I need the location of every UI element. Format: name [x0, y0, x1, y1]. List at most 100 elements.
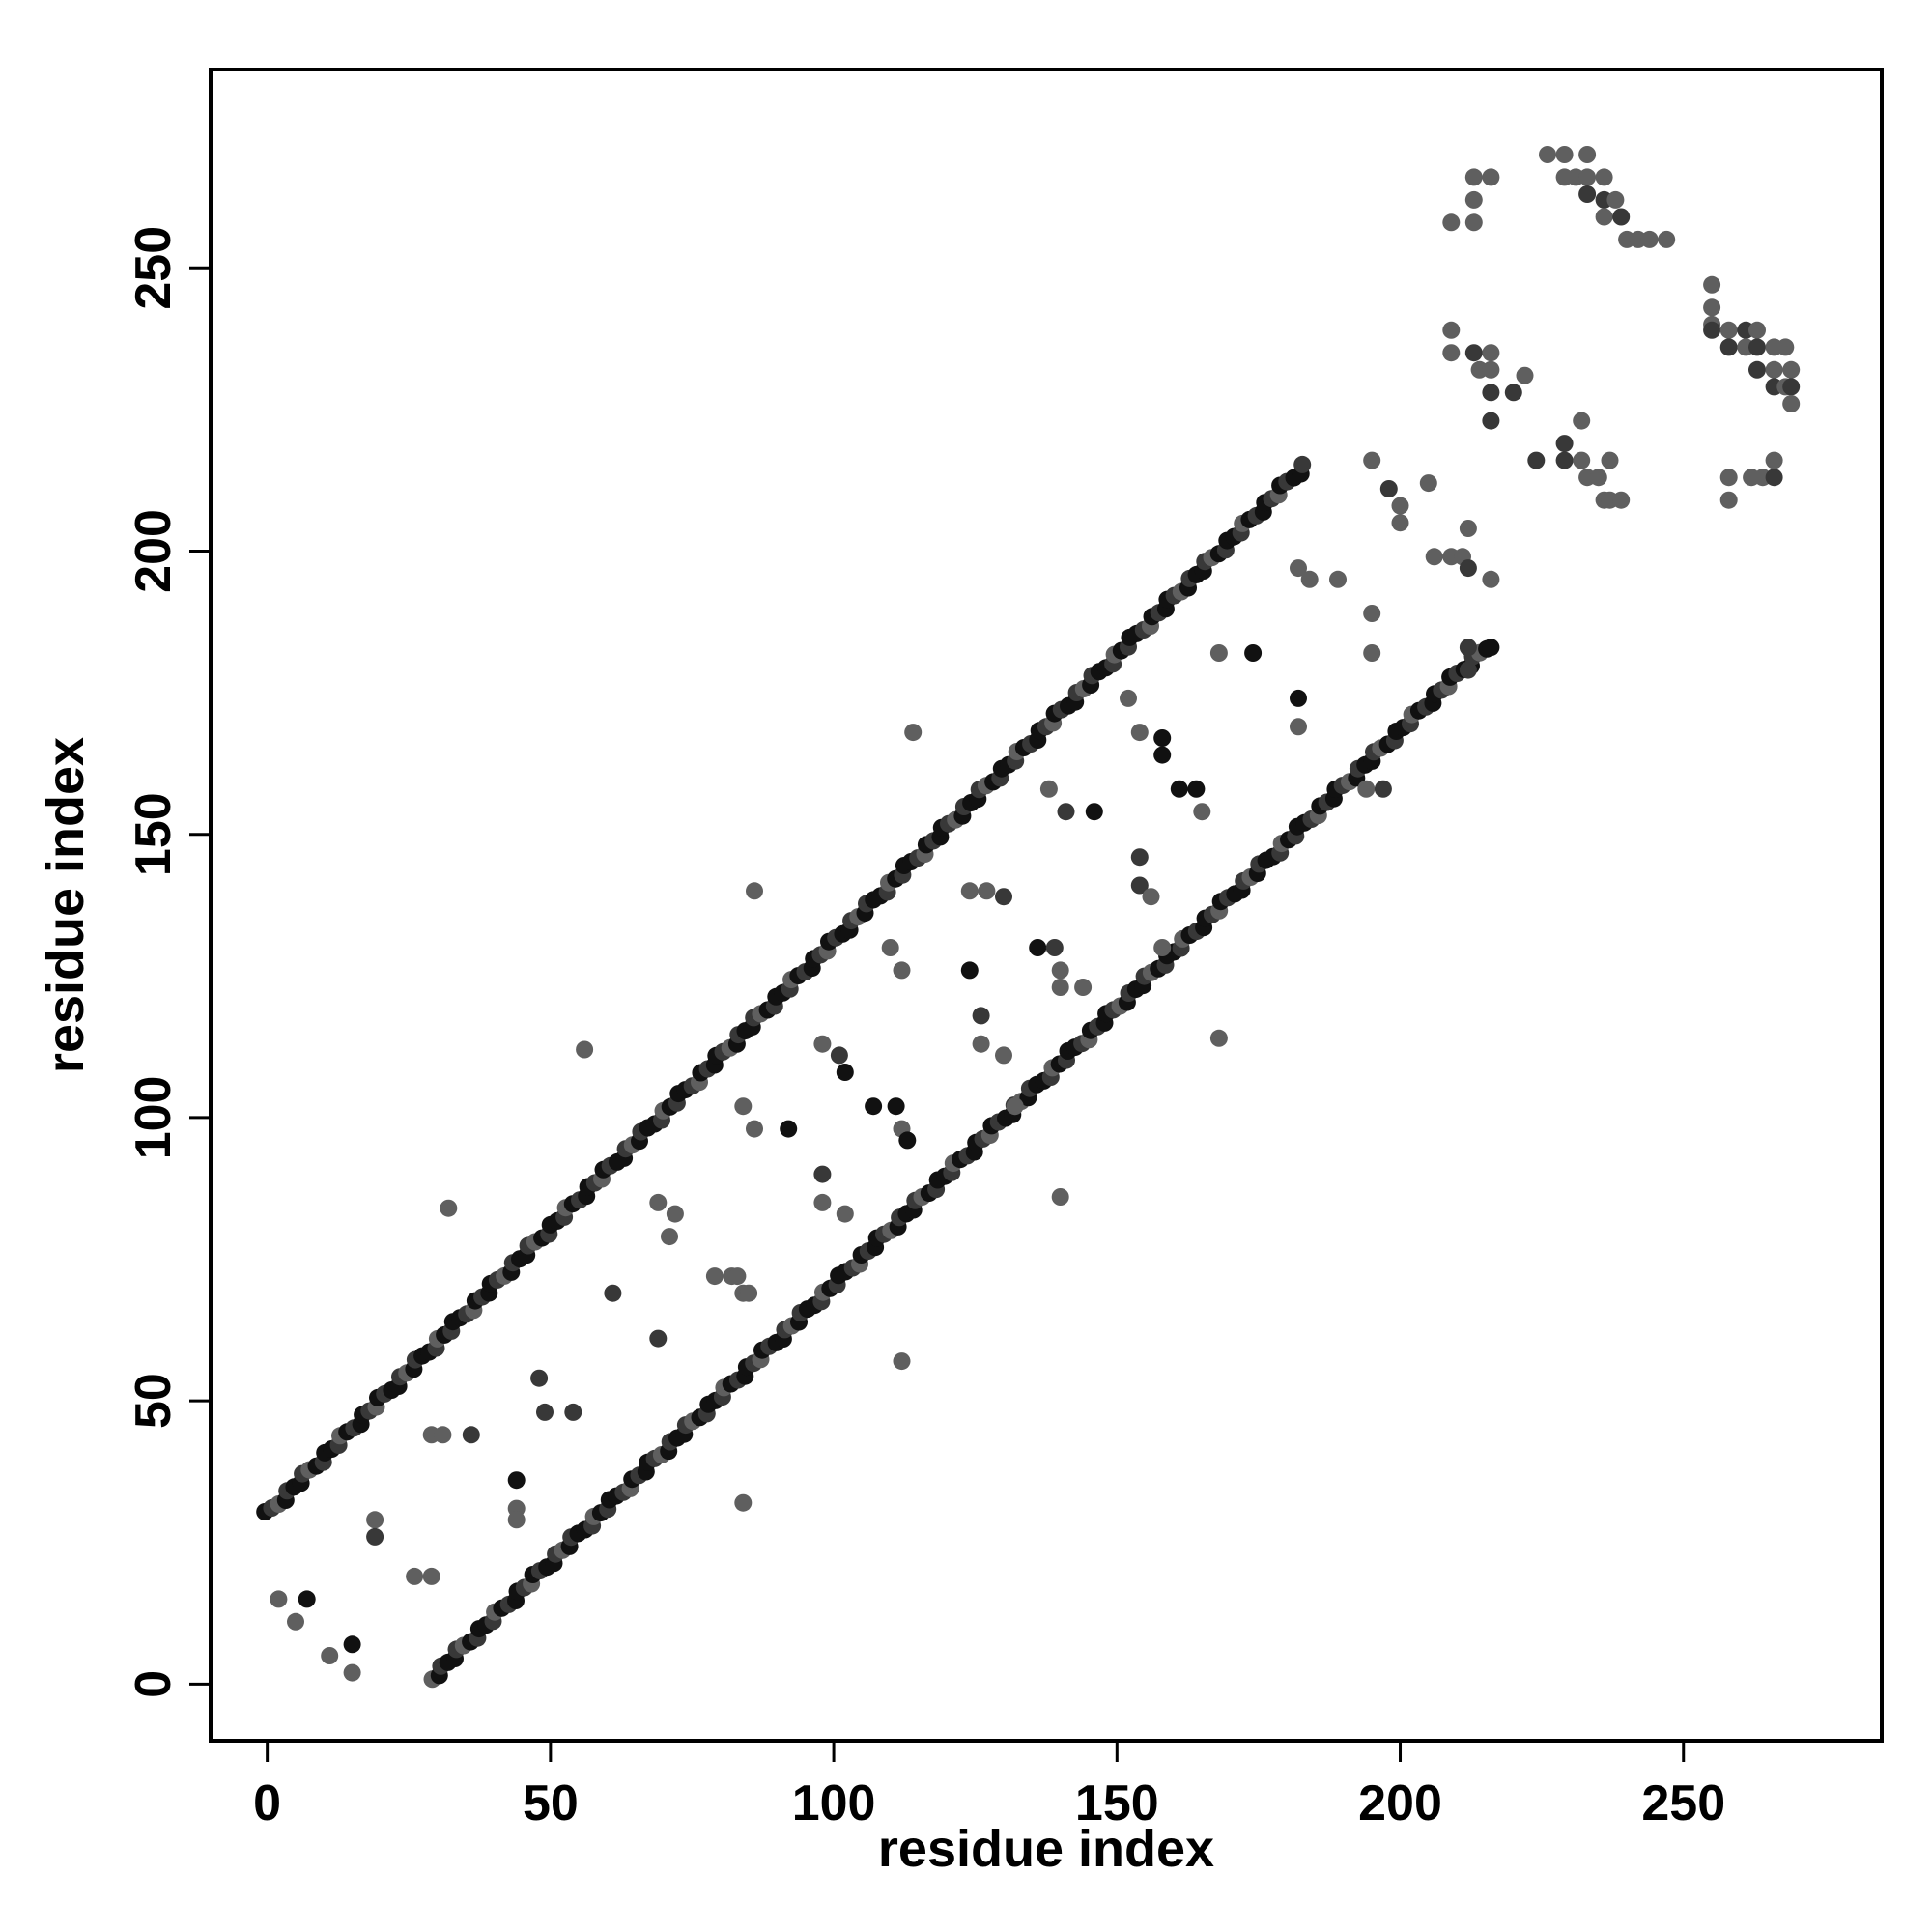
data-point: [1374, 780, 1392, 798]
data-point: [865, 1097, 883, 1116]
data-point: [972, 1007, 990, 1025]
data-point: [1464, 213, 1483, 232]
data-point: [740, 1284, 758, 1302]
data-point: [1578, 168, 1597, 186]
data-point: [1209, 644, 1228, 662]
data-point: [564, 1403, 582, 1421]
data-point: [893, 1352, 911, 1371]
data-point: [1703, 275, 1721, 294]
data-point: [604, 1284, 622, 1302]
data-point: [1391, 514, 1409, 532]
data-point: [1300, 570, 1319, 588]
data-point: [836, 1064, 854, 1081]
data-point: [1606, 190, 1625, 209]
data-point: [1464, 190, 1483, 209]
data-point: [995, 1046, 1012, 1065]
data-point: [366, 1511, 384, 1529]
data-point: [649, 1329, 668, 1348]
data-point: [666, 1205, 684, 1223]
data-point: [507, 1511, 526, 1529]
data-point: [1057, 803, 1075, 821]
x-tick-label: 150: [1075, 1776, 1159, 1832]
y-tick-label: 250: [126, 226, 182, 310]
x-tick-label: 250: [1641, 1776, 1725, 1832]
x-tick-label: 100: [792, 1776, 876, 1832]
data-point: [1419, 474, 1437, 493]
x-axis-title: residue index: [878, 1820, 1214, 1878]
x-tick-label: 200: [1358, 1776, 1442, 1832]
data-point: [1244, 644, 1263, 662]
data-point: [1051, 961, 1069, 980]
data-point: [1765, 469, 1783, 487]
data-point: [1555, 435, 1574, 453]
data-point: [1329, 570, 1347, 588]
data-point: [734, 1493, 753, 1512]
data-point: [1703, 298, 1721, 317]
data-point: [1153, 939, 1172, 956]
data-point: [530, 1369, 549, 1387]
x-tick-label: 0: [253, 1776, 281, 1832]
y-axis-title: residue index: [37, 737, 95, 1073]
data-point: [1363, 605, 1381, 622]
data-point: [1039, 780, 1058, 798]
data-point: [298, 1590, 316, 1608]
data-point: [1130, 724, 1149, 742]
data-point: [728, 1267, 747, 1286]
data-point: [1719, 338, 1738, 356]
y-tick-label: 0: [126, 1670, 182, 1698]
data-point: [366, 1527, 384, 1546]
y-tick-label: 50: [126, 1373, 182, 1429]
data-point: [1442, 213, 1461, 232]
data-point: [1363, 644, 1381, 662]
data-point: [1555, 451, 1574, 469]
data-point: [422, 1567, 440, 1585]
data-point: [1482, 384, 1500, 402]
data-point: [887, 1097, 905, 1116]
data-point: [1719, 469, 1738, 487]
data-point: [1719, 321, 1738, 339]
data-point: [1589, 469, 1607, 487]
data-point: [1776, 338, 1795, 356]
data-point: [1459, 639, 1477, 657]
x-axis: 0 50 100 150 200 250: [253, 1741, 1725, 1832]
data-point: [1612, 208, 1631, 226]
data-point: [440, 1199, 458, 1217]
data-point: [898, 1131, 917, 1150]
data-point: [1601, 451, 1619, 469]
data-point: [1051, 979, 1069, 996]
data-point: [1516, 366, 1534, 384]
data-point: [1482, 570, 1500, 588]
data-point: [881, 939, 899, 956]
data-point: [1153, 746, 1172, 764]
data-point: [1120, 689, 1137, 707]
data-point: [1782, 378, 1801, 396]
data-point: [1290, 689, 1307, 707]
data-point: [1459, 520, 1477, 537]
data-point: [1765, 360, 1783, 379]
data-point: [1578, 185, 1597, 203]
data-point: [978, 882, 996, 900]
data-point: [1765, 451, 1783, 469]
data-point: [1482, 344, 1500, 362]
data-point: [1029, 939, 1047, 956]
plot-frame: [209, 68, 1884, 1743]
data-point: [1193, 803, 1211, 821]
data-point: [960, 882, 979, 900]
data-point: [830, 1046, 848, 1065]
data-point: [1187, 780, 1206, 798]
data-point: [406, 1567, 424, 1585]
data-point: [1539, 146, 1556, 163]
data-point: [1459, 559, 1477, 578]
data-point: [343, 1635, 361, 1654]
data-point: [1464, 344, 1483, 362]
data-point: [972, 1035, 990, 1053]
data-point: [1573, 412, 1591, 430]
data-point: [649, 1193, 668, 1211]
data-point: [507, 1471, 526, 1490]
data-point: [1782, 395, 1801, 412]
data-point: [1595, 208, 1613, 226]
data-point: [1209, 1029, 1228, 1047]
data-point: [1425, 548, 1443, 566]
data-point: [1782, 360, 1801, 379]
